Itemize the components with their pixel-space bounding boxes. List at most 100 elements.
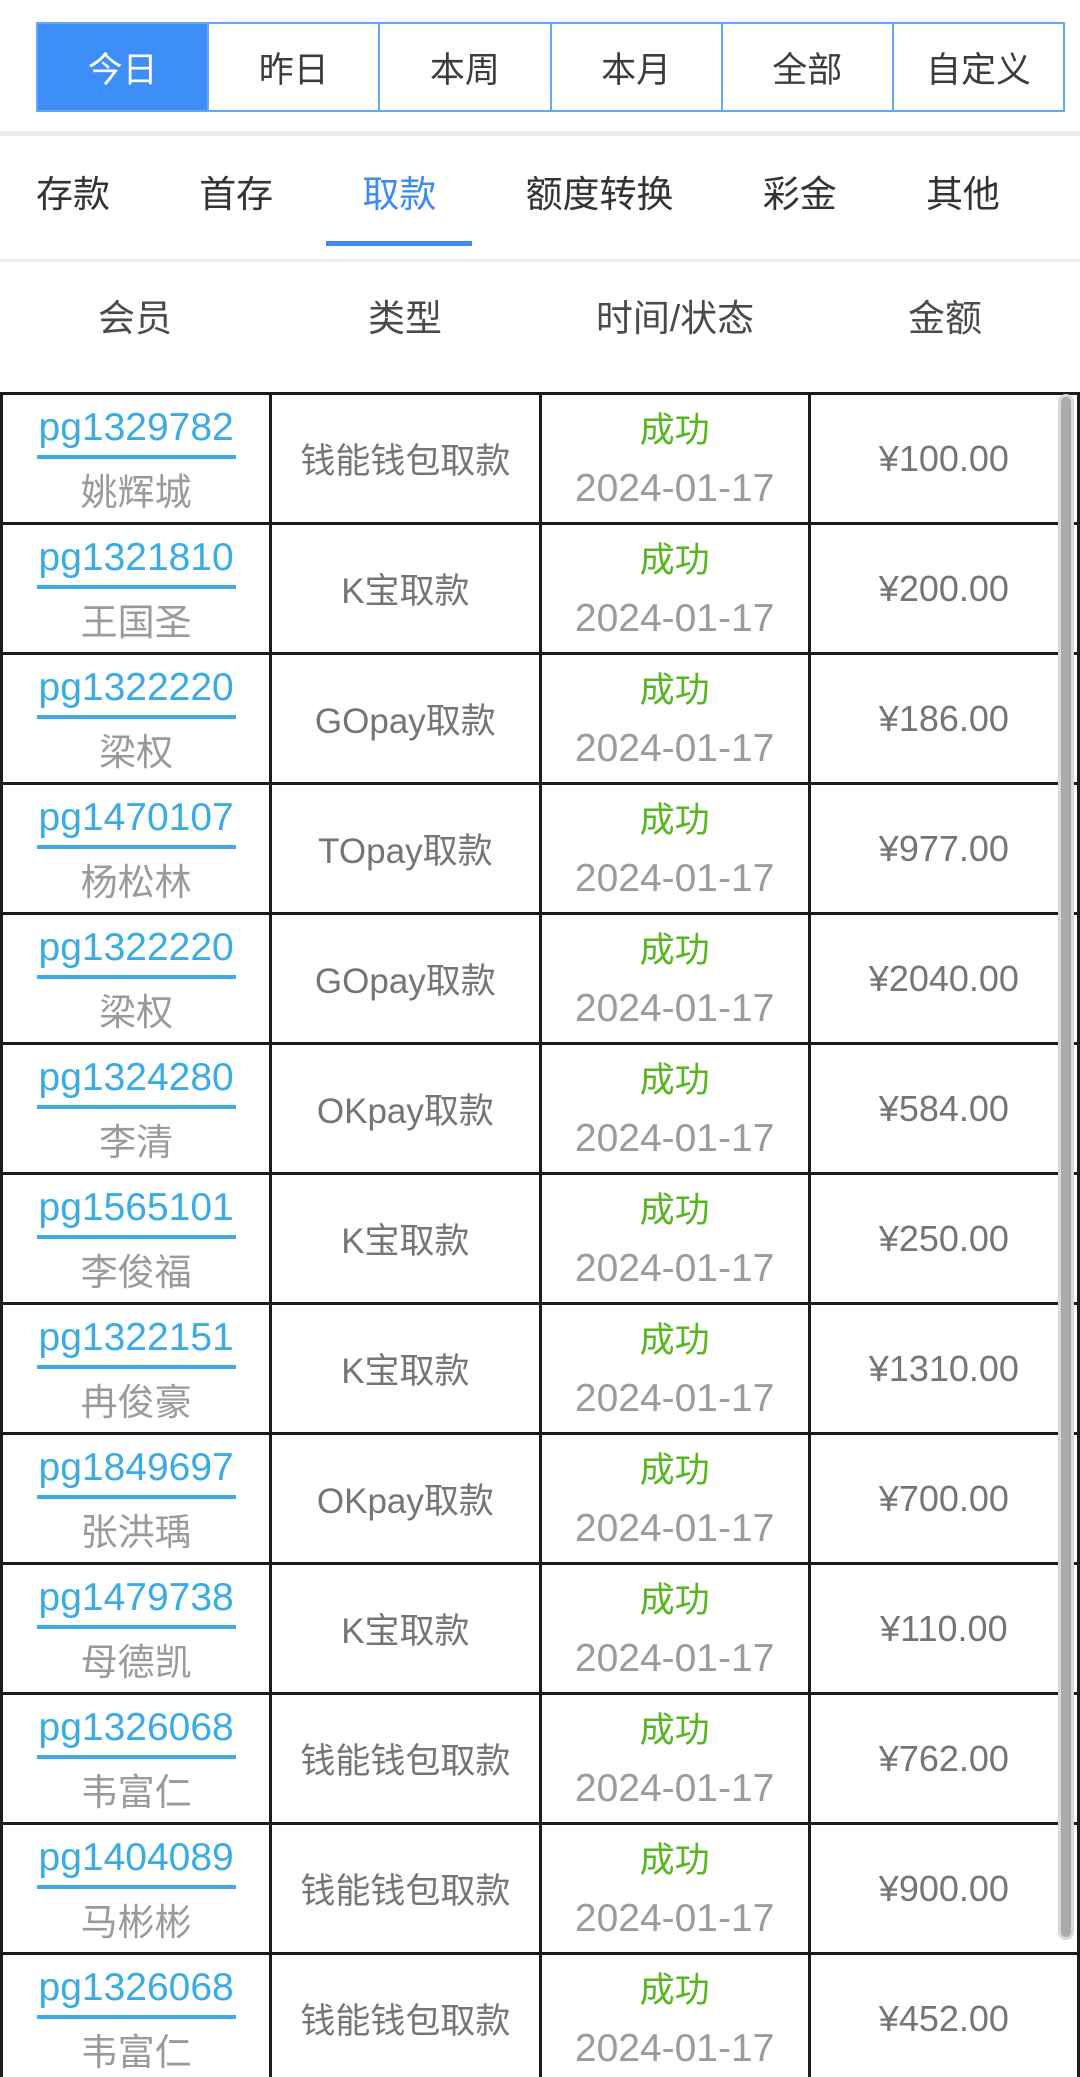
status-badge: 成功 — [639, 1190, 710, 1230]
member-name: 李清 — [99, 1122, 174, 1163]
transaction-type: 钱能钱包取款 — [300, 442, 511, 481]
transaction-type: K宝取款 — [341, 572, 470, 611]
tab-quota-transfer[interactable]: 额度转换 — [525, 174, 674, 215]
transaction-type: 钱能钱包取款 — [300, 2002, 511, 2041]
transaction-date: 2024-01-17 — [574, 1246, 775, 1290]
table-row: pg1324280 李清 OKpay取款 成功 2024-01-17 ¥584.… — [0, 1042, 1080, 1175]
status-badge: 成功 — [639, 930, 710, 970]
transaction-date: 2024-01-17 — [574, 2026, 775, 2070]
member-id-link[interactable]: pg1326068 — [36, 1966, 236, 2019]
transactions-table: pg1329782 姚辉城 钱能钱包取款 成功 2024-01-17 ¥100.… — [0, 392, 1080, 2077]
table-row: pg1326068 韦富仁 钱能钱包取款 成功 2024-01-17 ¥452.… — [0, 1952, 1080, 2077]
date-filter-tabbar: 今日 昨日 本周 本月 全部 自定义 — [36, 22, 1065, 112]
transaction-date: 2024-01-17 — [574, 1376, 775, 1420]
date-tab-custom[interactable]: 自定义 — [891, 24, 1063, 110]
transaction-amount: ¥110.00 — [880, 1607, 1008, 1649]
transaction-amount: ¥584.00 — [878, 1087, 1009, 1129]
transaction-amount: ¥200.00 — [878, 567, 1009, 609]
member-name: 李俊福 — [80, 1252, 192, 1293]
member-name: 王国圣 — [80, 602, 192, 643]
transaction-date: 2024-01-17 — [574, 856, 775, 900]
member-id-link[interactable]: pg1321810 — [36, 536, 236, 589]
tab-first-deposit[interactable]: 首存 — [199, 174, 274, 215]
transaction-type: GOpay取款 — [314, 702, 496, 741]
member-id-link[interactable]: pg1322151 — [36, 1316, 236, 1369]
transaction-type: TOpay取款 — [318, 832, 493, 871]
transaction-type: 钱能钱包取款 — [300, 1872, 511, 1911]
column-header-time-status: 时间/状态 — [595, 298, 755, 339]
table-row: pg1322151 冉俊豪 K宝取款 成功 2024-01-17 ¥1310.0… — [0, 1302, 1080, 1435]
member-name: 张洪瑀 — [80, 1512, 192, 1553]
status-badge: 成功 — [639, 1060, 710, 1100]
table-row: pg1322220 梁权 GOpay取款 成功 2024-01-17 ¥2040… — [0, 912, 1080, 1045]
status-badge: 成功 — [639, 1710, 710, 1750]
column-header-member: 会员 — [98, 298, 172, 339]
member-id-link[interactable]: pg1322220 — [36, 666, 236, 719]
table-row: pg1470107 杨松林 TOpay取款 成功 2024-01-17 ¥977… — [0, 782, 1080, 915]
table-row: pg1321810 王国圣 K宝取款 成功 2024-01-17 ¥200.00 — [0, 522, 1080, 655]
transaction-type: K宝取款 — [341, 1352, 470, 1391]
member-name: 韦富仁 — [80, 1772, 192, 1813]
separator — [0, 131, 1080, 136]
tab-withdrawal[interactable]: 取款 — [362, 173, 436, 246]
member-id-link[interactable]: pg1404089 — [36, 1836, 236, 1889]
table-row: pg1322220 梁权 GOpay取款 成功 2024-01-17 ¥186.… — [0, 652, 1080, 785]
tab-deposit[interactable]: 存款 — [36, 174, 110, 215]
member-name: 韦富仁 — [80, 2032, 192, 2073]
status-badge: 成功 — [639, 670, 710, 710]
transaction-amount: ¥186.00 — [878, 697, 1009, 739]
member-id-link[interactable]: pg1849697 — [36, 1446, 236, 1499]
table-row: pg1479738 母德凯 K宝取款 成功 2024-01-17 ¥110.00 — [0, 1562, 1080, 1695]
status-badge: 成功 — [639, 1450, 710, 1490]
table-header-row: 会员 类型 时间/状态 金额 — [0, 297, 1080, 341]
category-tabbar: 存款 首存 取款 额度转换 彩金 其他 — [36, 173, 1000, 246]
transaction-date: 2024-01-17 — [574, 1766, 775, 1810]
transaction-date: 2024-01-17 — [574, 726, 775, 770]
date-tab-all[interactable]: 全部 — [720, 24, 892, 110]
date-tab-today[interactable]: 今日 — [38, 24, 208, 110]
member-name: 姚辉城 — [80, 472, 192, 513]
table-row: pg1565101 李俊福 K宝取款 成功 2024-01-17 ¥250.00 — [0, 1172, 1080, 1305]
date-tab-this-month[interactable]: 本月 — [549, 24, 721, 110]
transaction-type: 钱能钱包取款 — [300, 1742, 511, 1781]
date-tab-yesterday[interactable]: 昨日 — [207, 24, 378, 110]
transaction-type: OKpay取款 — [316, 1482, 494, 1521]
table-row: pg1329782 姚辉城 钱能钱包取款 成功 2024-01-17 ¥100.… — [0, 392, 1080, 525]
member-name: 马彬彬 — [80, 1902, 192, 1943]
transaction-amount: ¥900.00 — [878, 1867, 1009, 1909]
transaction-amount: ¥452.00 — [878, 1997, 1009, 2039]
table-row: pg1849697 张洪瑀 OKpay取款 成功 2024-01-17 ¥700… — [0, 1432, 1080, 1565]
transaction-date: 2024-01-17 — [574, 466, 775, 510]
status-badge: 成功 — [639, 540, 710, 580]
member-name: 母德凯 — [80, 1642, 192, 1683]
status-badge: 成功 — [639, 1840, 710, 1880]
status-badge: 成功 — [639, 410, 710, 450]
column-header-amount: 金额 — [908, 298, 982, 339]
member-id-link[interactable]: pg1322220 — [36, 926, 236, 979]
member-id-link[interactable]: pg1326068 — [36, 1706, 236, 1759]
transaction-type: OKpay取款 — [316, 1092, 494, 1131]
tab-other[interactable]: 其他 — [925, 174, 1000, 215]
member-id-link[interactable]: pg1470107 — [36, 796, 236, 849]
member-id-link[interactable]: pg1479738 — [36, 1576, 236, 1629]
member-id-link[interactable]: pg1565101 — [36, 1186, 236, 1239]
status-badge: 成功 — [639, 1320, 710, 1360]
transaction-amount: ¥250.00 — [878, 1217, 1009, 1259]
transaction-date: 2024-01-17 — [574, 596, 775, 640]
member-name: 杨松林 — [80, 862, 192, 903]
member-name: 冉俊豪 — [80, 1382, 192, 1423]
transaction-amount: ¥700.00 — [878, 1477, 1009, 1519]
transaction-amount: ¥977.00 — [878, 827, 1009, 869]
tab-bonus[interactable]: 彩金 — [762, 174, 837, 215]
transaction-date: 2024-01-17 — [574, 1896, 775, 1940]
member-name: 梁权 — [99, 732, 174, 773]
table-row: pg1404089 马彬彬 钱能钱包取款 成功 2024-01-17 ¥900.… — [0, 1822, 1080, 1955]
separator — [0, 259, 1080, 262]
transaction-type: K宝取款 — [341, 1612, 470, 1651]
transaction-type: GOpay取款 — [314, 962, 496, 1001]
date-tab-this-week[interactable]: 本周 — [378, 24, 549, 110]
member-id-link[interactable]: pg1329782 — [36, 406, 236, 459]
member-id-link[interactable]: pg1324280 — [36, 1056, 236, 1109]
vertical-scrollbar[interactable] — [1058, 394, 1074, 1940]
